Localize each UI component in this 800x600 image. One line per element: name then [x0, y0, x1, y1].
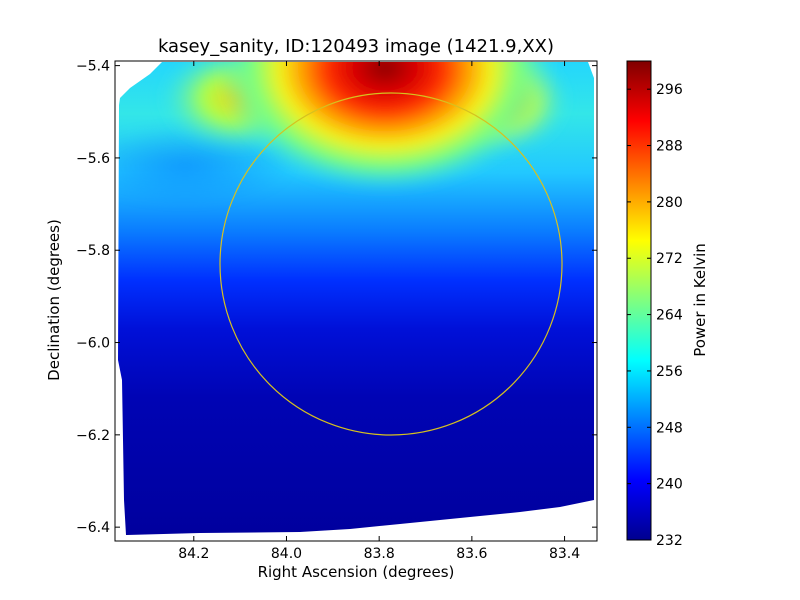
- x-tick-label: 84.2: [178, 546, 209, 562]
- colorbar-tick-label: 256: [656, 364, 683, 380]
- y-tick-label: −5.8: [76, 243, 110, 259]
- y-tick-label: −6.0: [76, 336, 110, 352]
- x-tick-label: 83.4: [549, 546, 580, 562]
- y-tick-label: −5.4: [76, 59, 110, 75]
- colorbar-tick-label: 280: [656, 195, 683, 211]
- colorbar-tick-label: 248: [656, 420, 683, 436]
- colorbar-tick-label: 264: [656, 308, 683, 324]
- colorbar-tick-label: 288: [656, 139, 683, 155]
- colorbar-tick-label: 272: [656, 251, 683, 267]
- chart-title: kasey_sanity, ID:120493 image (1421.9,XX…: [158, 36, 554, 57]
- colorbar-tick-label: 240: [656, 477, 683, 493]
- colorbar-tick-label: 232: [656, 533, 683, 549]
- source-circle: [219, 92, 563, 436]
- y-axis-ticks: −5.4 −5.6 −5.8 −6.0 −6.2 −6.4: [76, 59, 597, 536]
- x-axis-label: Right Ascension (degrees): [258, 563, 455, 581]
- x-axis-ticks: 84.2 84.0 83.8 83.6 83.4: [178, 61, 580, 562]
- x-tick-label: 84.0: [271, 546, 302, 562]
- y-tick-label: −6.2: [76, 428, 110, 444]
- colorbar-tick-label: 296: [656, 82, 683, 98]
- y-tick-label: −5.6: [76, 151, 110, 167]
- colorbar: [626, 60, 652, 541]
- heatmap-hotspot: [215, 62, 555, 193]
- x-tick-label: 83.8: [364, 546, 395, 562]
- y-tick-label: −6.4: [76, 520, 110, 536]
- colorbar-ticks: 232 240 248 256 264 272 280 288 296: [627, 82, 683, 549]
- y-axis-label: Declination (degrees): [45, 219, 63, 381]
- heatmap-image: [118, 62, 594, 535]
- plot-frame: [114, 60, 598, 542]
- x-tick-label: 83.6: [456, 546, 487, 562]
- colorbar-label: Power in Kelvin: [691, 243, 709, 357]
